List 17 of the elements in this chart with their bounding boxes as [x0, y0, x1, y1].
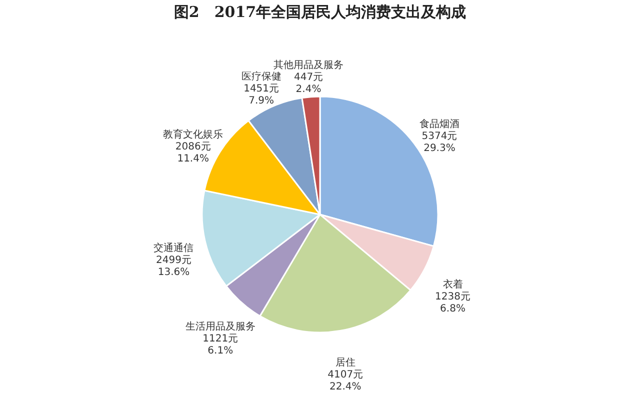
slice-label: 生活用品及服务: [185, 320, 256, 333]
data-label: 1451元 7.9%: [244, 83, 280, 106]
slice-label: 衣着: [442, 278, 463, 290]
data-label: 2086元 11.4%: [175, 142, 211, 165]
data-label: 447元 2.4%: [294, 72, 324, 95]
slice-label: 交通通信: [154, 242, 194, 254]
data-label: 1238元 6.8%: [435, 291, 470, 314]
slice-label: 食品烟酒: [419, 118, 460, 130]
slice-label: 居住: [335, 357, 356, 368]
data-label: 2499元 13.6%: [156, 254, 192, 278]
data-label: 5374元 29.3%: [422, 130, 458, 154]
data-label: 1121元 6.1%: [202, 334, 238, 357]
slice-label: 教育文化娱乐: [163, 128, 224, 141]
data-label: 4107元 22.4%: [328, 369, 364, 392]
chart-title: 图2 2017年全国居民人均消费支出及构成: [174, 3, 466, 21]
slice-label: 医疗保健: [241, 70, 282, 82]
slice-label: 其他用品及服务: [274, 58, 344, 71]
